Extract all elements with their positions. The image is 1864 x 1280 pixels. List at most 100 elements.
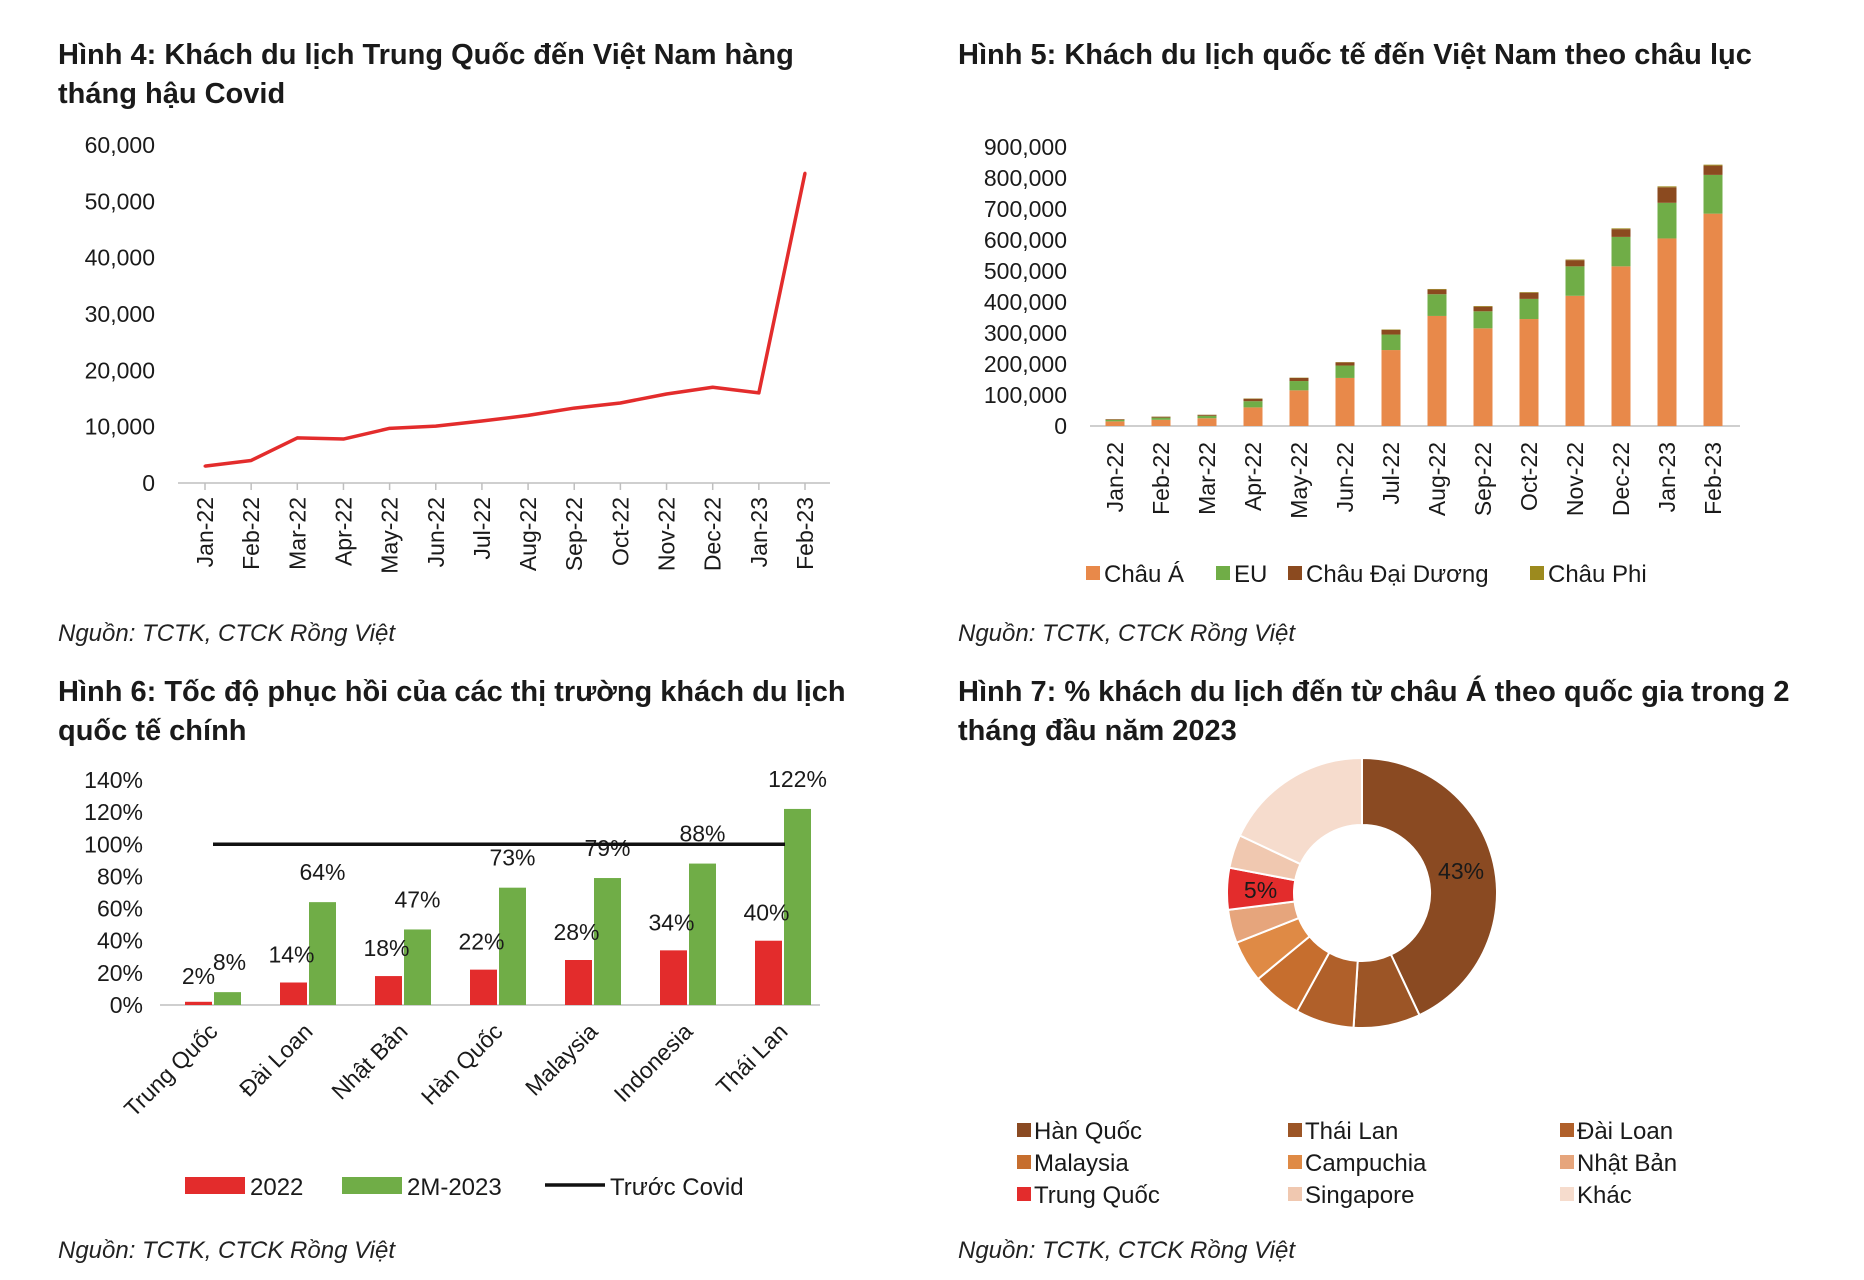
x-tick-label: Nov-22 (654, 497, 680, 571)
data-point (618, 401, 622, 405)
legend-swatch (1288, 1155, 1302, 1169)
bar-segment (1151, 416, 1171, 418)
bar-2m-2023 (594, 878, 621, 1005)
bar-segment (1335, 365, 1355, 378)
chart3: 140% 120% 100% 80% 60% 40% 20% 0% 2%8% Trung Quốc… (84, 766, 827, 1201)
bar-segment (1565, 260, 1585, 267)
y-tick-label: 20% (97, 960, 143, 986)
slice-label: 43% (1438, 858, 1484, 884)
bar-2022 (375, 976, 402, 1005)
x-tick-label: Mar-22 (284, 497, 310, 570)
bar-segment (1703, 174, 1723, 214)
x-tick-label: Dec-22 (700, 497, 726, 571)
series-line (204, 172, 807, 468)
data-label: 64% (299, 859, 345, 885)
data-label: 8% (213, 949, 246, 975)
y-tick-label: 30,000 (85, 301, 155, 327)
bar-segment (1519, 319, 1539, 426)
data-point (803, 171, 807, 175)
data-label: 73% (489, 845, 535, 871)
bar-segment (1519, 298, 1539, 320)
legend-label: Châu Phi (1548, 561, 1647, 588)
bar-segment (1243, 401, 1263, 408)
data-point (203, 464, 207, 468)
data-point (434, 424, 438, 428)
y-tick-label: 100,000 (984, 382, 1067, 408)
chart4-title: Hình 7: % khách du lịch đến từ châu Á th… (958, 676, 1790, 747)
y-tick-label: 140% (84, 767, 143, 793)
y-tick-label: 500,000 (984, 258, 1067, 284)
legend-label: Nhật Bản (1577, 1150, 1677, 1177)
bar-segment (1657, 202, 1677, 239)
chart4-source: Nguồn: TCTK, CTCK Rồng Việt (958, 1237, 1296, 1264)
x-tick-label: Trung Quốc (119, 1018, 223, 1122)
bar-2022 (660, 950, 687, 1005)
bar-segment (1197, 415, 1217, 419)
x-tick-label: Apr-22 (1240, 442, 1266, 511)
x-tick-label: Jun-22 (1332, 442, 1358, 512)
legend-label: Thái Lan (1305, 1118, 1398, 1145)
bar-segment (1105, 419, 1125, 422)
x-tick-label: Jul-22 (469, 497, 495, 560)
bar-2m-2023 (499, 887, 526, 1005)
x-tick-label: Jan-23 (1654, 442, 1680, 512)
legend-label: 2022 (250, 1174, 303, 1201)
legend-swatch (1560, 1155, 1574, 1169)
data-point (480, 419, 484, 423)
y-tick-label: 700,000 (984, 196, 1067, 222)
x-tick-label: Sep-22 (561, 497, 587, 571)
data-point (249, 458, 253, 462)
data-point (572, 406, 576, 410)
y-tick-label: 200,000 (984, 351, 1067, 377)
y-tick-label: 0 (1054, 413, 1067, 439)
y-tick-label: 300,000 (984, 320, 1067, 346)
bar-segment (1427, 315, 1447, 426)
y-tick-label: 600,000 (984, 227, 1067, 253)
legend-swatch (1560, 1187, 1574, 1201)
bar-segment (1473, 311, 1493, 329)
bar-segment (1151, 419, 1171, 426)
bar-2m-2023 (784, 808, 811, 1005)
x-tick-label: Jan-22 (192, 497, 218, 567)
legend-label: Singapore (1305, 1182, 1414, 1209)
legend-label: Đài Loan (1577, 1118, 1673, 1145)
x-tick-label: Dec-22 (1608, 442, 1634, 516)
y-tick-label: 100% (84, 831, 143, 857)
bar-segment (1473, 328, 1493, 426)
x-tick-label: Jun-22 (423, 497, 449, 567)
x-tick-label: Nov-22 (1562, 442, 1588, 516)
y-tick-label: 800,000 (984, 165, 1067, 191)
data-label: 122% (768, 766, 827, 792)
bar-segment (1519, 292, 1539, 293)
legend-swatch (1288, 1123, 1302, 1137)
bar-segment (1657, 238, 1677, 426)
bar-segment (1657, 186, 1677, 188)
x-tick-label: Feb-23 (792, 497, 818, 570)
bar-segment (1611, 266, 1631, 426)
data-label: 22% (458, 929, 504, 955)
legend-label: EU (1234, 561, 1267, 588)
y-tick-label: 60,000 (85, 132, 155, 158)
bar-segment (1703, 213, 1723, 426)
legend-label: 2M-2023 (407, 1174, 502, 1201)
data-label: 47% (394, 886, 440, 912)
legend-swatch (1288, 1187, 1302, 1201)
bar-2m-2023 (404, 929, 431, 1005)
bar-segment (1151, 417, 1171, 420)
bar-2m-2023 (309, 902, 336, 1005)
legend-label: Campuchia (1305, 1150, 1427, 1177)
chart4: 43% 5% Hàn Quốc Thái Lan Đài Loan Malaysia Cam… (1017, 756, 1677, 1209)
y-tick-label: 80% (97, 863, 143, 889)
bar-segment (1657, 187, 1677, 203)
bar-segment (1427, 288, 1447, 290)
data-label: 88% (679, 821, 725, 847)
bar-segment (1427, 294, 1447, 316)
chart1-title: Hình 4: Khách du lịch Trung Quốc đến Việ… (58, 39, 794, 110)
bar-segment (1381, 334, 1401, 351)
bar-segment (1335, 362, 1355, 366)
bar-segment (1611, 229, 1631, 237)
x-tick-label: May-22 (1286, 442, 1312, 519)
x-tick-label: Hàn Quốc (416, 1018, 508, 1110)
x-tick-label: Feb-22 (1148, 442, 1174, 515)
bar-segment (1611, 228, 1631, 230)
